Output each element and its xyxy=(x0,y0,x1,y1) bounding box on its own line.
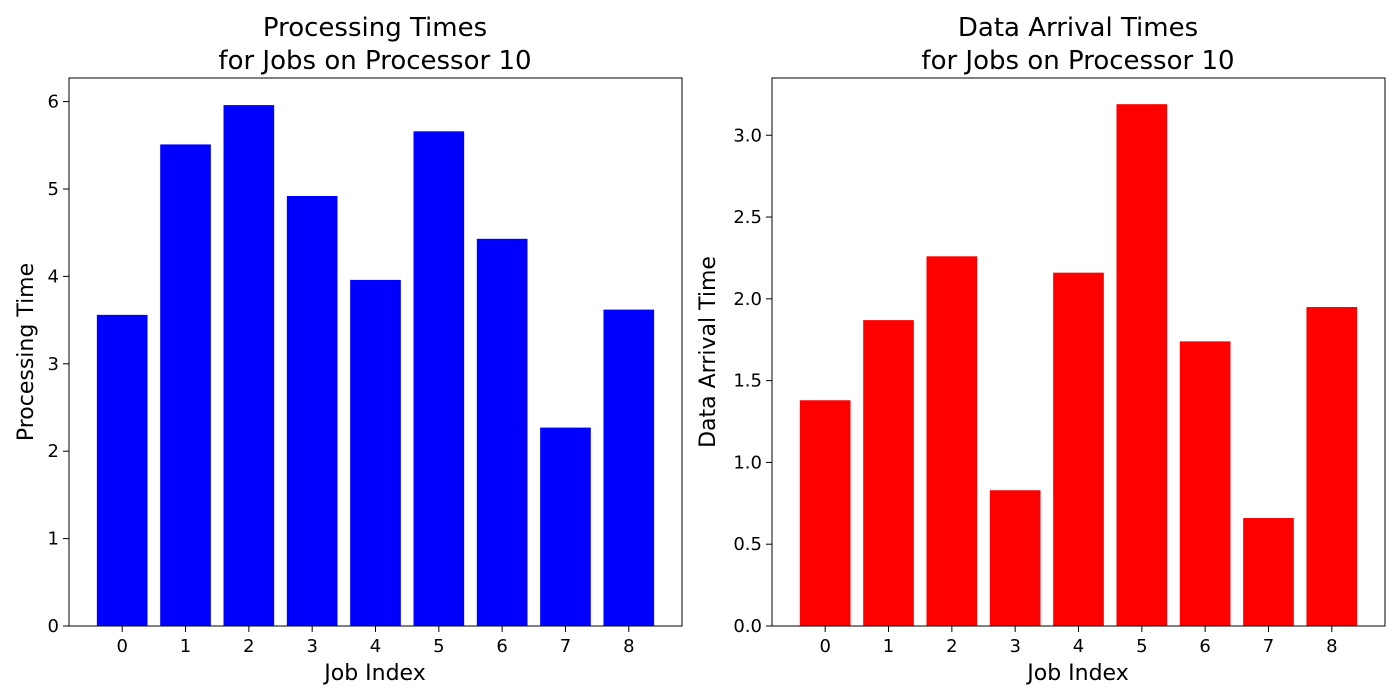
x-tick-label: 5 xyxy=(1136,636,1147,657)
x-tick-label: 3 xyxy=(306,636,317,657)
bar-3 xyxy=(989,490,1041,626)
bar-2 xyxy=(223,105,275,626)
y-tick-label: 5 xyxy=(48,179,59,200)
data-arrival-times-chart: Data Arrival Times for Jobs on Processor… xyxy=(696,13,1386,686)
bar-6 xyxy=(1179,341,1231,626)
x-axis-label: Job Index xyxy=(1025,661,1128,686)
bar-0 xyxy=(96,314,148,626)
x-tick-label: 0 xyxy=(819,636,830,657)
y-tick-label: 3 xyxy=(48,354,59,375)
bar-5 xyxy=(1116,104,1168,626)
y-tick-label: 0.0 xyxy=(733,616,762,637)
x-tick-label: 2 xyxy=(243,636,254,657)
x-tick-label: 8 xyxy=(623,636,634,657)
bar-1 xyxy=(863,320,914,626)
bar-4 xyxy=(1053,272,1104,626)
y-axis-label: Data Arrival Time xyxy=(696,256,721,448)
x-tick-label: 8 xyxy=(1326,636,1337,657)
y-tick-label: 3.0 xyxy=(733,125,762,146)
y-ticks-group: 0.0 0.5 1.0 1.5 2.0 2.5 3.0 xyxy=(733,125,772,637)
x-tick-label: 5 xyxy=(433,636,444,657)
x-ticks-group: 0 1 2 3 4 5 6 7 8 xyxy=(116,626,635,657)
x-tick-label: 1 xyxy=(883,636,894,657)
y-tick-label: 1.5 xyxy=(733,371,762,392)
plot-frame xyxy=(771,77,1386,627)
y-tick-label: 6 xyxy=(48,92,59,113)
y-axis-label: Processing Time xyxy=(14,263,39,441)
bar-6 xyxy=(476,238,528,626)
bar-8 xyxy=(1306,307,1358,626)
y-ticks-group: 0 1 2 3 4 5 6 xyxy=(48,92,69,637)
y-tick-label: 2.0 xyxy=(733,289,762,310)
x-tick-label: 4 xyxy=(370,636,381,657)
x-tick-label: 6 xyxy=(496,636,507,657)
x-tick-label: 7 xyxy=(560,636,571,657)
y-tick-label: 0 xyxy=(48,616,59,637)
x-tick-label: 0 xyxy=(116,636,127,657)
y-tick-label: 1.0 xyxy=(733,452,762,473)
chart-title-line1: Processing Times xyxy=(263,13,487,43)
bar-4 xyxy=(350,279,401,626)
x-tick-label: 2 xyxy=(946,636,957,657)
x-tick-label: 3 xyxy=(1009,636,1020,657)
y-tick-label: 0.5 xyxy=(733,534,762,555)
bar-1 xyxy=(160,144,211,626)
bar-3 xyxy=(286,195,338,627)
y-tick-label: 1 xyxy=(48,529,59,550)
x-axis-label: Job Index xyxy=(322,661,425,686)
chart-title-line1: Data Arrival Times xyxy=(958,13,1198,43)
bar-0 xyxy=(799,400,851,626)
bar-7 xyxy=(1243,518,1294,626)
bar-7 xyxy=(540,427,591,626)
bars-group xyxy=(799,104,1358,626)
x-tick-label: 4 xyxy=(1073,636,1084,657)
plot-frame xyxy=(68,77,683,627)
chart-title-line2: for Jobs on Processor 10 xyxy=(218,46,531,76)
x-tick-label: 6 xyxy=(1199,636,1210,657)
processing-times-chart: Processing Times for Jobs on Processor 1… xyxy=(14,13,683,686)
x-ticks-group: 0 1 2 3 4 5 6 7 8 xyxy=(819,626,1338,657)
chart-title-line2: for Jobs on Processor 10 xyxy=(921,46,1234,76)
bars-group xyxy=(96,105,655,627)
y-tick-label: 2 xyxy=(48,441,59,462)
y-tick-label: 2.5 xyxy=(733,207,762,228)
bar-2 xyxy=(926,256,978,626)
x-tick-label: 7 xyxy=(1263,636,1274,657)
y-tick-label: 4 xyxy=(48,266,59,287)
bar-8 xyxy=(603,309,655,626)
x-tick-label: 1 xyxy=(180,636,191,657)
bar-5 xyxy=(413,131,465,626)
